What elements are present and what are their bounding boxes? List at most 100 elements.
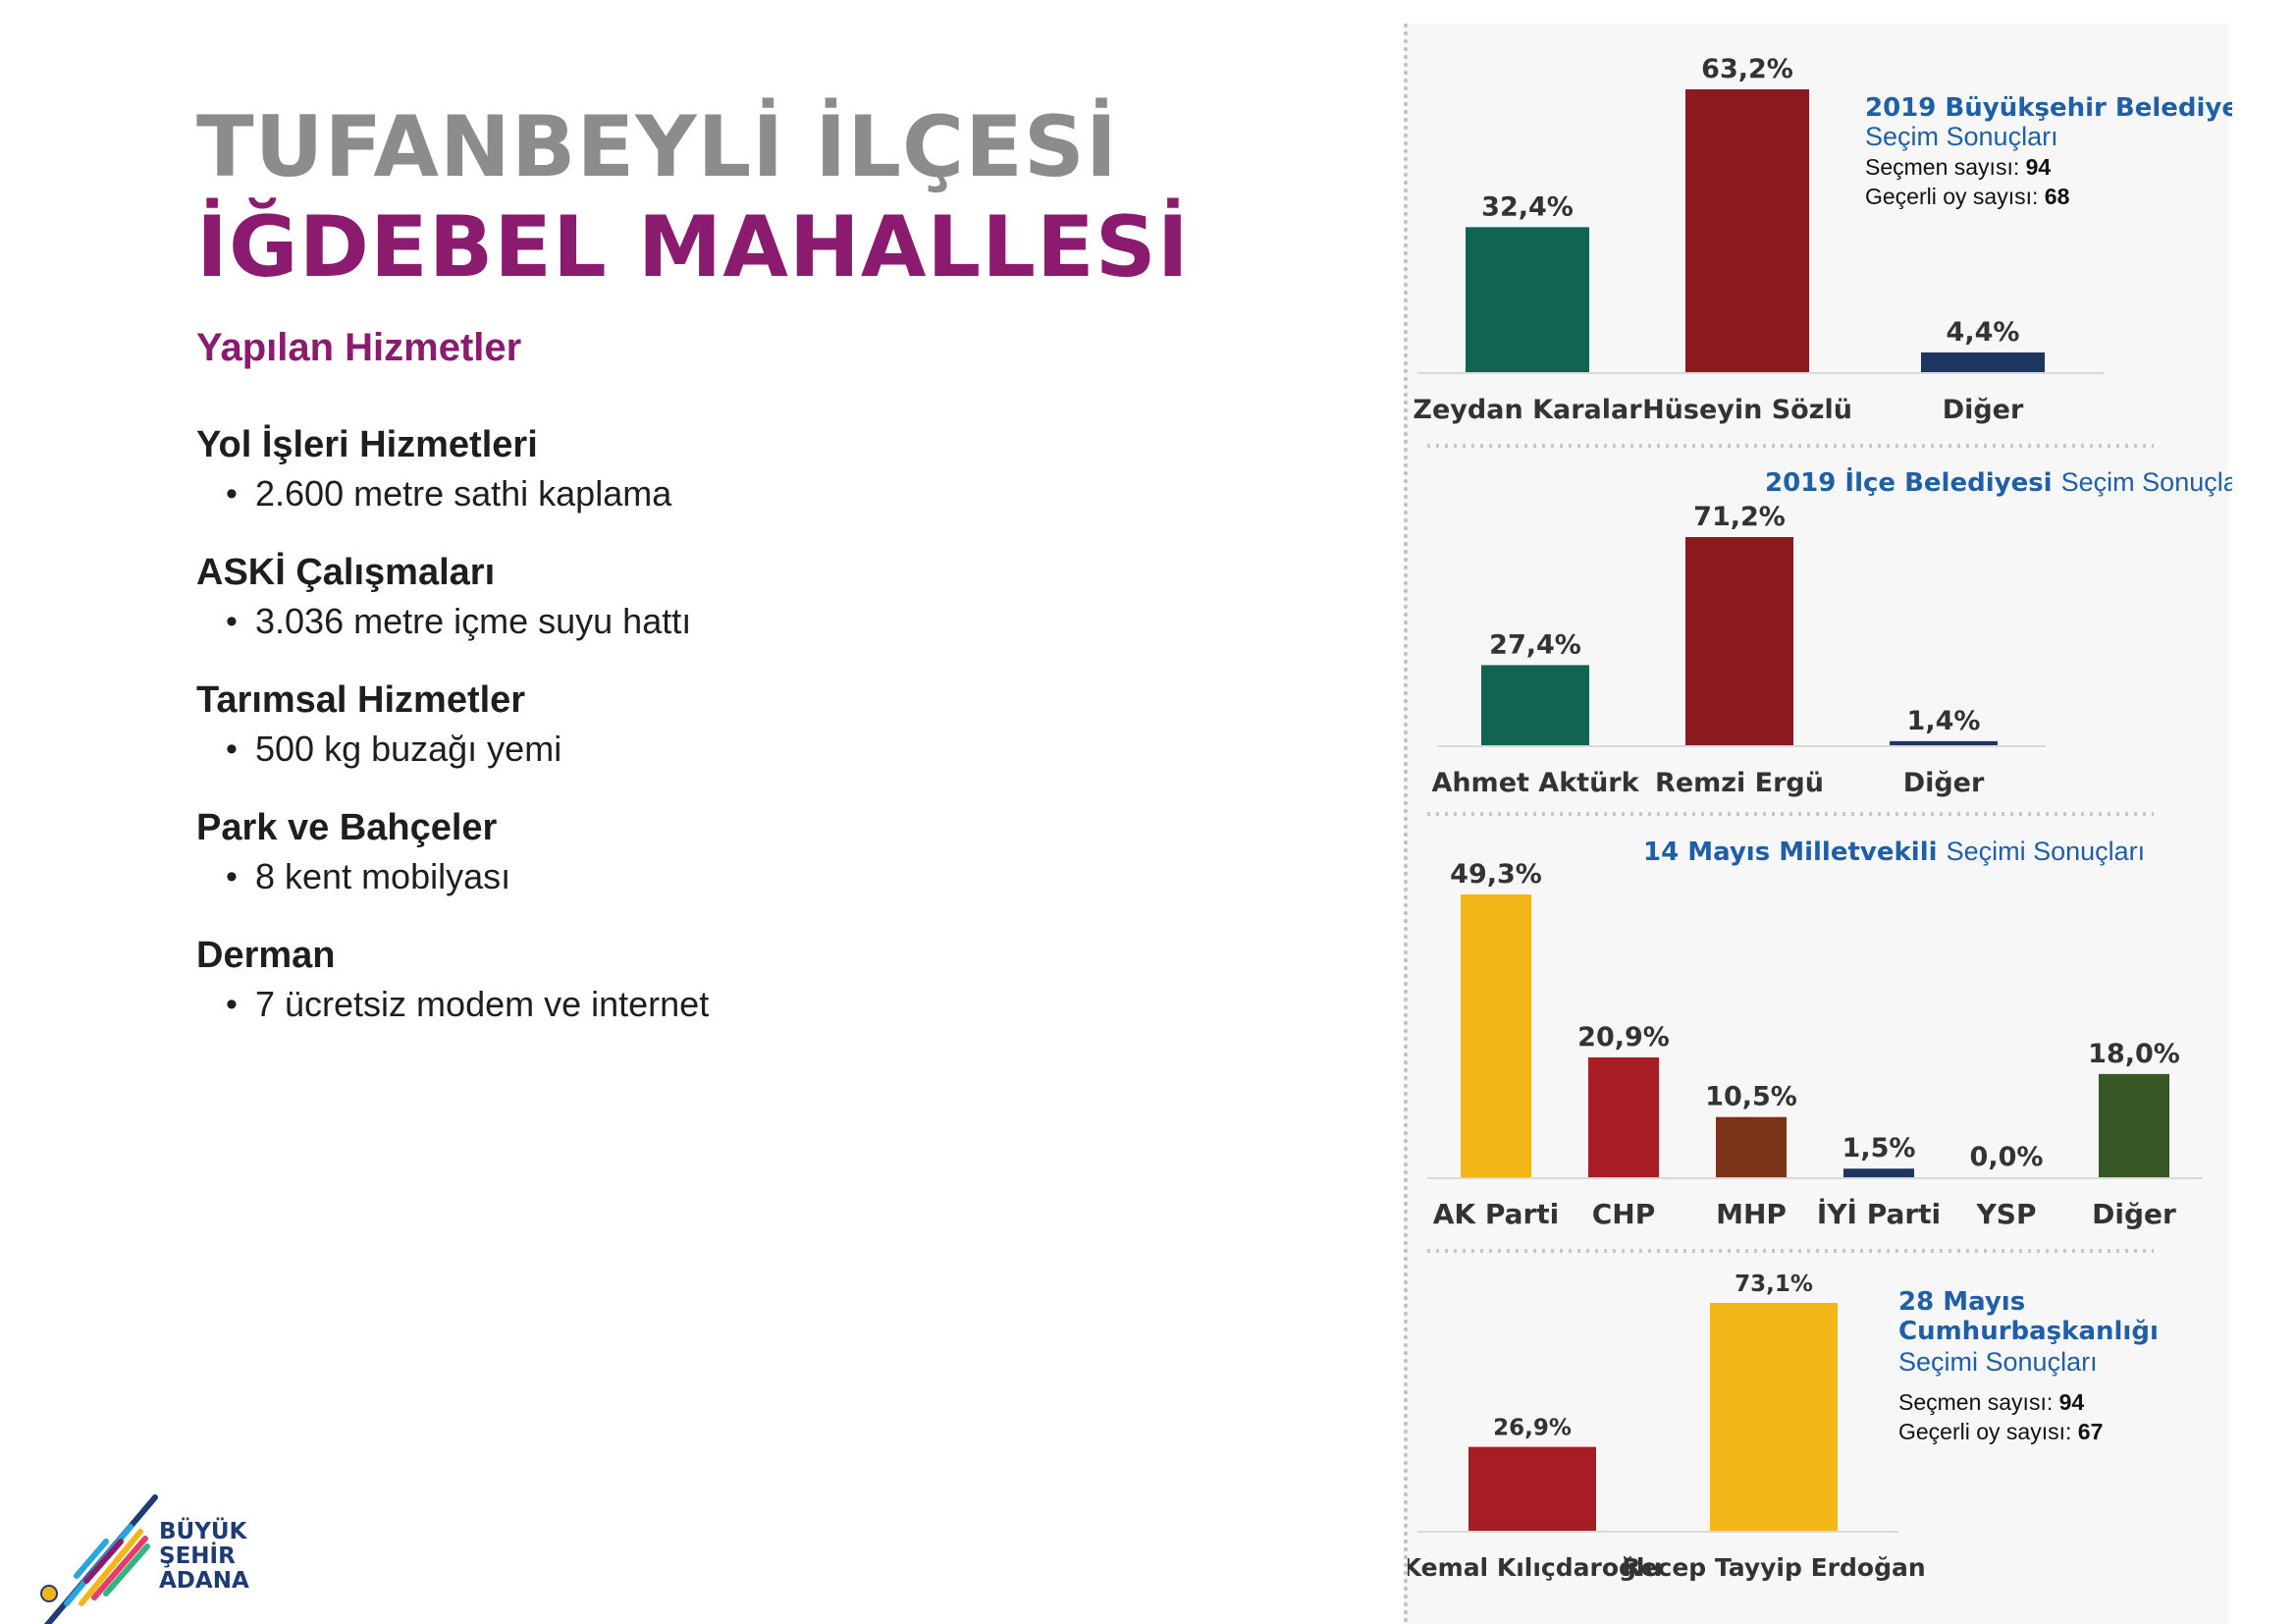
category-label: CHP: [1592, 1198, 1656, 1230]
bar: [1890, 740, 1998, 745]
data-label: 71,2%: [1693, 502, 1786, 532]
data-label: 18,0%: [2088, 1039, 2180, 1069]
chart-title: Cumhurbaşkanlığı: [1898, 1317, 2159, 1346]
data-label: 73,1%: [1735, 1272, 1813, 1297]
info-label: Geçerli oy sayısı:: [1865, 184, 2038, 209]
service-item: • 2.600 metre sathi kaplama: [196, 469, 1080, 518]
bullet-icon: •: [226, 858, 238, 895]
service-item: • 8 kent mobilyası: [196, 852, 1080, 901]
page-title: TUFANBEYLİ İLÇESİ: [196, 98, 1118, 196]
info-value: 67: [2078, 1419, 2104, 1444]
bar: [1921, 352, 2045, 372]
logo-line: BÜYÜK: [159, 1519, 247, 1544]
logo-line: ADANA: [159, 1568, 249, 1594]
category-label: YSP: [1976, 1198, 2037, 1230]
data-label: 1,5%: [1842, 1133, 1916, 1164]
adana-logo-icon: [40, 1494, 158, 1624]
service-heading: Tarımsal Hizmetler: [196, 679, 526, 721]
service-item-text: 7 ücretsiz modem ve internet: [255, 984, 710, 1024]
election-results-panel: 2019 Büyükşehir Belediyesi Seçim Sonuçla…: [1404, 24, 2232, 1624]
category-label: Diğer: [1903, 768, 1985, 798]
bar: [1843, 1168, 1914, 1177]
info-value: 94: [2026, 154, 2052, 180]
chart-info: Geçerli oy sayısı: 68: [1865, 184, 2070, 209]
bar: [1461, 894, 1531, 1177]
chart-title: 14 Mayıs Milletvekili Seçimi Sonuçları: [1643, 837, 2145, 867]
bullet-icon: •: [226, 603, 238, 640]
bar: [1466, 227, 1589, 372]
data-label: 63,2%: [1701, 54, 1793, 84]
data-label: 32,4%: [1481, 191, 1574, 222]
service-item-text: 2.600 metre sathi kaplama: [255, 473, 672, 514]
service-item: • 7 ücretsiz modem ve internet: [196, 980, 1080, 1029]
service-group: Park ve Bahçeler • 8 kent mobilyası: [196, 803, 1080, 901]
charts-svg: 2019 Büyükşehir Belediyesi Seçim Sonuçla…: [1408, 54, 2232, 1582]
services-list: Yol İşleri Hizmetleri • 2.600 metre sathi…: [196, 420, 1080, 1058]
category-label: Diğer: [2092, 1198, 2176, 1230]
service-group: Yol İşleri Hizmetleri • 2.600 metre sathi…: [196, 420, 1080, 518]
chart-info: Seçmen sayısı: 94: [1865, 154, 2051, 180]
bar: [1481, 665, 1589, 745]
bullet-icon: •: [226, 475, 238, 513]
data-label: 27,4%: [1489, 629, 1581, 660]
service-heading: ASKİ Çalışmaları: [196, 552, 496, 593]
bullet-icon: •: [226, 731, 238, 768]
data-label: 1,4%: [1907, 706, 1981, 736]
chart-info: Seçmen sayısı: 94: [1898, 1389, 2084, 1415]
logo-text: BÜYÜK ŞEHİR ADANA: [159, 1520, 249, 1594]
data-label: 4,4%: [1947, 317, 2020, 348]
page-subtitle: İĞDEBEL MAHALLESİ: [196, 198, 1190, 297]
data-label: 49,3%: [1450, 859, 1542, 890]
service-item: • 3.036 metre içme suyu hattı: [196, 597, 1080, 646]
category-label: MHP: [1716, 1198, 1787, 1230]
services-heading: Yapılan Hizmetler: [196, 326, 522, 369]
category-label: Hüseyin Sözlü: [1642, 395, 1852, 425]
data-label: 20,9%: [1577, 1022, 1670, 1053]
logo-line: ŞEHİR: [159, 1543, 236, 1569]
service-item-text: 8 kent mobilyası: [255, 856, 511, 896]
service-item-text: 500 kg buzağı yemi: [255, 729, 562, 769]
chart-title-rest: Seçim Sonuçları: [2061, 467, 2232, 497]
data-label: 0,0%: [1970, 1142, 2044, 1172]
chart-title: 2019 İlçe Belediyesi Seçim Sonuçları: [1765, 466, 2232, 498]
service-item-text: 3.036 metre içme suyu hattı: [255, 601, 692, 641]
chart-title-bold: 14 Mayıs Milletvekili: [1643, 838, 1938, 867]
data-label: 26,9%: [1493, 1416, 1572, 1441]
bar: [1468, 1446, 1596, 1531]
info-label: Seçmen sayısı:: [1865, 154, 2019, 180]
category-label: Kemal Kılıçdaroğlu: [1408, 1553, 1662, 1582]
chart-title: 28 Mayıs: [1898, 1287, 2025, 1317]
bars-layer: 32,4% Zeydan Karalar 63,2% Hüseyin Sözlü 4,4…: [1408, 54, 2203, 1582]
service-group: Tarımsal Hizmetler • 500 kg buzağı yemi: [196, 676, 1080, 774]
info-label: Seçmen sayısı:: [1898, 1389, 2053, 1415]
service-heading: Derman: [196, 935, 336, 976]
data-label: 10,5%: [1705, 1082, 1797, 1112]
chart-title-rest: Seçimi Sonuçları: [1947, 837, 2146, 866]
category-label: Remzi Ergü: [1655, 768, 1824, 798]
bar: [1710, 1303, 1838, 1531]
category-label: Ahmet Aktürk: [1431, 768, 1639, 798]
chart-title: 2019 Büyükşehir Belediyesi: [1865, 93, 2232, 123]
info-value: 94: [2059, 1389, 2085, 1415]
service-heading: Park ve Bahçeler: [196, 807, 498, 848]
chart-title-rest: Seçimi Sonuçları: [1898, 1347, 2098, 1377]
chart-title-bold: 2019 İlçe Belediyesi: [1765, 466, 2053, 498]
service-group: ASKİ Çalışmaları • 3.036 metre içme suyu …: [196, 548, 1080, 646]
chart-title-rest: Seçim Sonuçları: [1865, 122, 2058, 151]
service-item: • 500 kg buzağı yemi: [196, 725, 1080, 774]
bullet-icon: •: [226, 986, 238, 1023]
service-heading: Yol İşleri Hizmetleri: [196, 424, 538, 465]
category-label: AK Parti: [1433, 1198, 1560, 1230]
info-value: 68: [2045, 184, 2070, 209]
bar: [1716, 1116, 1787, 1177]
info-label: Geçerli oy sayısı:: [1898, 1419, 2071, 1444]
category-label: Zeydan Karalar: [1413, 395, 1642, 425]
service-group: Derman • 7 ücretsiz modem ve internet: [196, 931, 1080, 1029]
category-label: İYİ Parti: [1817, 1197, 1941, 1230]
bar: [1588, 1056, 1659, 1177]
category-label: Diğer: [1943, 395, 2024, 425]
chart-info: Geçerli oy sayısı: 67: [1898, 1419, 2103, 1444]
bar: [2099, 1073, 2169, 1177]
category-label: Recep Tayyip Erdoğan: [1622, 1553, 1925, 1582]
bar: [1685, 537, 1793, 745]
